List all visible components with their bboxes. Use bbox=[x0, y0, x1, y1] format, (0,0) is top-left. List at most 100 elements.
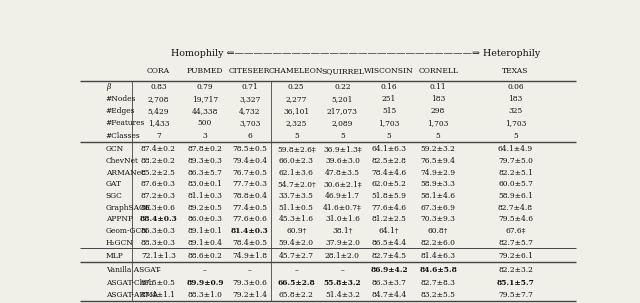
Text: 60.0±5.7: 60.0±5.7 bbox=[498, 180, 533, 188]
Text: 88.2±0.2: 88.2±0.2 bbox=[141, 157, 176, 165]
Text: 67.3±6.9: 67.3±6.9 bbox=[420, 204, 456, 211]
Text: 66.5±2.8: 66.5±2.8 bbox=[277, 278, 315, 287]
Text: 3: 3 bbox=[203, 132, 207, 139]
Text: 51.4±3.2: 51.4±3.2 bbox=[325, 291, 360, 299]
Text: 33.7±3.5: 33.7±3.5 bbox=[279, 192, 314, 200]
Text: 1,703: 1,703 bbox=[378, 119, 400, 127]
Text: 72.1±1.3: 72.1±1.3 bbox=[141, 252, 176, 260]
Text: TEXAS: TEXAS bbox=[502, 67, 529, 75]
Text: CORA: CORA bbox=[147, 67, 170, 75]
Text: 39.6±3.0: 39.6±3.0 bbox=[325, 157, 360, 165]
Text: 89.9±0.9: 89.9±0.9 bbox=[186, 278, 224, 287]
Text: 82.7±4.8: 82.7±4.8 bbox=[498, 204, 533, 211]
Text: –: – bbox=[294, 266, 298, 275]
Text: 64.1±6.3: 64.1±6.3 bbox=[371, 145, 406, 153]
Text: 0.22: 0.22 bbox=[334, 83, 351, 91]
Text: Homophily ⇐—————————————————————————⇒ Heterophily: Homophily ⇐—————————————————————————⇒ He… bbox=[171, 49, 540, 58]
Text: 87.2±0.3: 87.2±0.3 bbox=[141, 192, 176, 200]
Text: CORNELL: CORNELL bbox=[418, 67, 458, 75]
Text: 65.8±2.2: 65.8±2.2 bbox=[279, 291, 314, 299]
Text: 298: 298 bbox=[431, 107, 445, 115]
Text: 81.4±6.3: 81.4±6.3 bbox=[420, 252, 456, 260]
Text: 59.2±3.2: 59.2±3.2 bbox=[420, 145, 456, 153]
Text: 2,089: 2,089 bbox=[332, 119, 353, 127]
Text: 82.2±5.1: 82.2±5.1 bbox=[498, 168, 533, 177]
Text: #Nodes: #Nodes bbox=[106, 95, 136, 103]
Text: 77.6±4.6: 77.6±4.6 bbox=[371, 204, 406, 211]
Text: 89.1±0.4: 89.1±0.4 bbox=[188, 238, 223, 247]
Text: 3,327: 3,327 bbox=[239, 95, 260, 103]
Text: PUBMED: PUBMED bbox=[187, 67, 223, 75]
Text: –: – bbox=[157, 266, 160, 275]
Text: 82.5±2.8: 82.5±2.8 bbox=[372, 157, 406, 165]
Text: 0.25: 0.25 bbox=[288, 83, 305, 91]
Text: 76.7±0.5: 76.7±0.5 bbox=[232, 168, 267, 177]
Text: 41.6±0.7‡: 41.6±0.7‡ bbox=[323, 204, 362, 211]
Text: 79.2±6.1: 79.2±6.1 bbox=[498, 252, 533, 260]
Text: 81.4±0.3: 81.4±0.3 bbox=[231, 227, 269, 235]
Text: 500: 500 bbox=[198, 119, 212, 127]
Text: 0.83: 0.83 bbox=[150, 83, 166, 91]
Text: 2,708: 2,708 bbox=[148, 95, 169, 103]
Text: 0.11: 0.11 bbox=[430, 83, 447, 91]
Text: 70.3±9.3: 70.3±9.3 bbox=[420, 215, 456, 223]
Text: 66.0±2.3: 66.0±2.3 bbox=[279, 157, 314, 165]
Text: 88.3±1.0: 88.3±1.0 bbox=[188, 291, 223, 299]
Text: 37.9±2.0: 37.9±2.0 bbox=[325, 238, 360, 247]
Text: 5: 5 bbox=[294, 132, 299, 139]
Text: 84.7±4.4: 84.7±4.4 bbox=[371, 291, 406, 299]
Text: 85.1±5.7: 85.1±5.7 bbox=[497, 278, 534, 287]
Text: 81.1±0.3: 81.1±0.3 bbox=[188, 192, 223, 200]
Text: 36,101: 36,101 bbox=[283, 107, 309, 115]
Text: 2,325: 2,325 bbox=[285, 119, 307, 127]
Text: ChevNet: ChevNet bbox=[106, 157, 139, 165]
Text: SGC: SGC bbox=[106, 192, 122, 200]
Text: 88.6±0.2: 88.6±0.2 bbox=[188, 252, 223, 260]
Text: 44,338: 44,338 bbox=[192, 107, 218, 115]
Text: 79.4±0.4: 79.4±0.4 bbox=[232, 157, 267, 165]
Text: 74.9±1.8: 74.9±1.8 bbox=[232, 252, 267, 260]
Text: 4,732: 4,732 bbox=[239, 107, 260, 115]
Text: 54.7±2.0†: 54.7±2.0† bbox=[277, 180, 316, 188]
Text: 87.4±1.1: 87.4±1.1 bbox=[141, 291, 176, 299]
Text: GAT: GAT bbox=[106, 180, 122, 188]
Text: #Classes: #Classes bbox=[106, 132, 141, 139]
Text: 85.2±2.5: 85.2±2.5 bbox=[141, 168, 176, 177]
Text: 64.1†: 64.1† bbox=[379, 227, 399, 235]
Text: 87.8±0.2: 87.8±0.2 bbox=[188, 145, 223, 153]
Text: 78.5±0.5: 78.5±0.5 bbox=[232, 145, 267, 153]
Text: 19,717: 19,717 bbox=[192, 95, 218, 103]
Text: 86.9±4.2: 86.9±4.2 bbox=[370, 266, 408, 275]
Text: 1,433: 1,433 bbox=[148, 119, 169, 127]
Text: 87.5±0.5: 87.5±0.5 bbox=[141, 278, 176, 287]
Text: 79.5±7.7: 79.5±7.7 bbox=[498, 291, 533, 299]
Text: 55.8±3.2: 55.8±3.2 bbox=[324, 278, 361, 287]
Text: 83.2±5.5: 83.2±5.5 bbox=[420, 291, 456, 299]
Text: 5: 5 bbox=[387, 132, 392, 139]
Text: 60.8†: 60.8† bbox=[428, 227, 448, 235]
Text: 82.2±3.2: 82.2±3.2 bbox=[498, 266, 533, 275]
Text: 89.2±0.5: 89.2±0.5 bbox=[188, 204, 223, 211]
Text: 78.4±4.6: 78.4±4.6 bbox=[371, 168, 406, 177]
Text: 217,073: 217,073 bbox=[327, 107, 358, 115]
Text: 28.1±2.0: 28.1±2.0 bbox=[325, 252, 360, 260]
Text: ASGAT-Cheb: ASGAT-Cheb bbox=[106, 278, 154, 287]
Text: 38.1†: 38.1† bbox=[332, 227, 353, 235]
Text: GraphSAGE: GraphSAGE bbox=[106, 204, 151, 211]
Text: 3,703: 3,703 bbox=[239, 119, 260, 127]
Text: –: – bbox=[203, 266, 207, 275]
Text: APPNP: APPNP bbox=[106, 215, 132, 223]
Text: 1,703: 1,703 bbox=[505, 119, 526, 127]
Text: 82.7±4.5: 82.7±4.5 bbox=[371, 252, 406, 260]
Text: β: β bbox=[106, 83, 110, 91]
Text: 77.4±0.5: 77.4±0.5 bbox=[232, 204, 267, 211]
Text: ARMANet: ARMANet bbox=[106, 168, 144, 177]
Text: 7: 7 bbox=[156, 132, 161, 139]
Text: 86.5±4.4: 86.5±4.4 bbox=[371, 238, 406, 247]
Text: 64.1±4.9: 64.1±4.9 bbox=[498, 145, 533, 153]
Text: 51.1±0.5: 51.1±0.5 bbox=[279, 204, 314, 211]
Text: 79.7±5.0: 79.7±5.0 bbox=[498, 157, 533, 165]
Text: 79.3±0.6: 79.3±0.6 bbox=[232, 278, 267, 287]
Text: 183: 183 bbox=[508, 95, 523, 103]
Text: 45.7±2.7: 45.7±2.7 bbox=[279, 252, 314, 260]
